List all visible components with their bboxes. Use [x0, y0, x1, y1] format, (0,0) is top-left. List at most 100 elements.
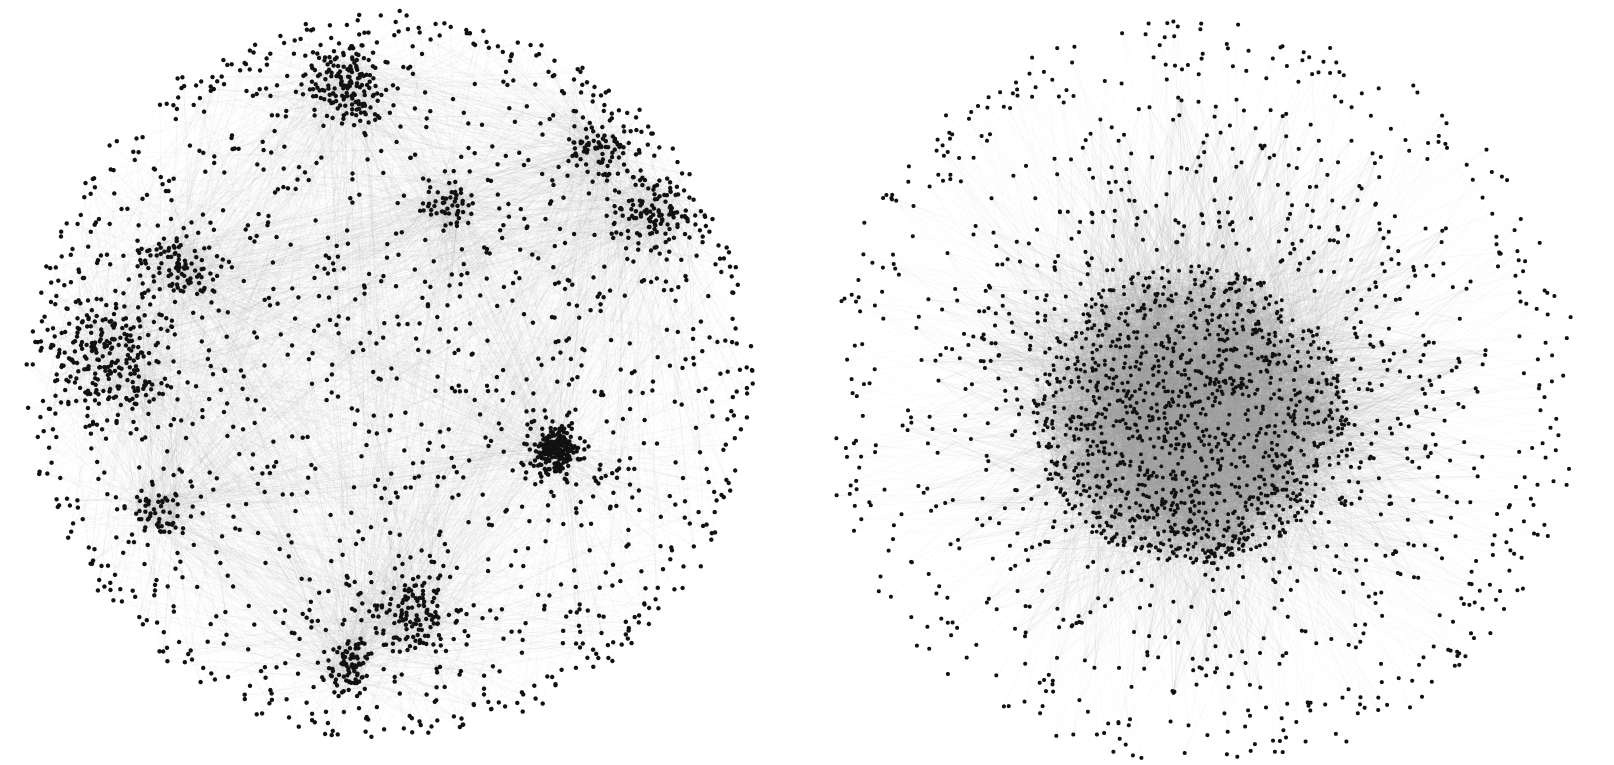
network-node	[628, 389, 633, 394]
network-node	[1246, 394, 1251, 398]
network-node	[112, 368, 118, 374]
network-node	[290, 286, 295, 291]
network-node	[83, 424, 88, 430]
network-node	[896, 272, 901, 277]
network-node	[1103, 491, 1107, 496]
network-node	[1110, 442, 1115, 446]
network-node	[582, 447, 587, 452]
network-node	[523, 621, 528, 626]
network-node	[41, 429, 46, 434]
network-node	[408, 485, 413, 490]
network-node	[307, 87, 313, 92]
network-node	[113, 360, 118, 366]
network-node	[707, 335, 712, 340]
network-node	[131, 368, 137, 373]
network-node	[164, 316, 169, 321]
network-node	[243, 501, 249, 507]
network-node	[62, 350, 67, 355]
network-node	[1325, 172, 1330, 177]
network-node	[1050, 477, 1054, 481]
network-node	[1181, 444, 1186, 449]
network-node	[1309, 329, 1314, 334]
network-node	[625, 636, 630, 641]
network-node	[1206, 321, 1211, 326]
network-node	[1298, 390, 1302, 395]
network-node	[108, 371, 113, 376]
network-node	[1229, 436, 1234, 441]
network-node	[1330, 360, 1335, 365]
network-node	[1013, 563, 1018, 568]
network-node	[1171, 19, 1176, 24]
network-node	[1031, 410, 1036, 415]
network-node	[1087, 167, 1092, 172]
network-node	[75, 498, 80, 503]
network-node	[571, 77, 577, 82]
network-node	[312, 67, 318, 73]
network-node	[1262, 143, 1267, 148]
network-node	[1441, 261, 1446, 266]
network-node	[1425, 157, 1430, 161]
network-node	[237, 527, 242, 532]
network-node	[1093, 360, 1098, 365]
network-node	[250, 466, 255, 471]
network-node	[402, 583, 408, 588]
network-node	[374, 341, 379, 346]
network-node	[1353, 623, 1358, 628]
network-node	[1085, 709, 1090, 714]
network-node	[1160, 497, 1165, 502]
network-node	[1134, 545, 1138, 550]
network-node	[1063, 491, 1067, 496]
network-node	[1128, 404, 1133, 409]
network-node	[1015, 93, 1020, 98]
network-node	[533, 696, 538, 701]
network-node	[428, 625, 433, 630]
network-node	[1152, 364, 1157, 369]
network-node	[715, 339, 720, 345]
network-node	[1216, 484, 1221, 489]
network-node	[119, 206, 124, 212]
left-network-nodes	[24, 8, 755, 739]
network-node	[356, 679, 362, 684]
network-node	[420, 583, 425, 588]
network-node	[369, 651, 374, 656]
network-node	[136, 305, 141, 310]
network-node	[1091, 394, 1096, 399]
network-node	[1328, 349, 1333, 354]
network-node	[1124, 496, 1128, 501]
network-node	[342, 95, 347, 100]
network-node	[396, 553, 401, 559]
network-node	[375, 91, 380, 96]
network-node	[175, 263, 180, 268]
network-node	[693, 222, 698, 227]
network-node	[854, 478, 859, 483]
network-node	[75, 330, 80, 335]
network-node	[54, 293, 59, 299]
network-node	[194, 291, 200, 297]
network-node	[1162, 434, 1167, 439]
network-node	[1036, 441, 1041, 445]
network-node	[728, 488, 733, 493]
network-node	[1091, 439, 1095, 444]
network-node	[1137, 482, 1141, 487]
network-node	[1179, 372, 1184, 377]
network-node	[53, 411, 58, 416]
network-node	[1407, 375, 1411, 380]
network-node	[1340, 495, 1344, 500]
network-node	[744, 365, 749, 370]
network-node	[419, 627, 424, 633]
network-node	[1336, 461, 1341, 466]
network-node	[1047, 346, 1052, 351]
network-node	[1474, 559, 1479, 563]
network-node	[497, 669, 502, 674]
network-node	[50, 326, 56, 331]
network-node	[1250, 524, 1254, 529]
network-node	[1099, 440, 1104, 445]
network-node	[1140, 460, 1145, 465]
network-node	[319, 155, 324, 160]
network-node	[909, 559, 914, 564]
network-node	[392, 566, 398, 571]
network-node	[196, 272, 202, 277]
network-node	[327, 98, 332, 103]
network-node	[486, 699, 491, 705]
network-node	[1328, 356, 1333, 361]
